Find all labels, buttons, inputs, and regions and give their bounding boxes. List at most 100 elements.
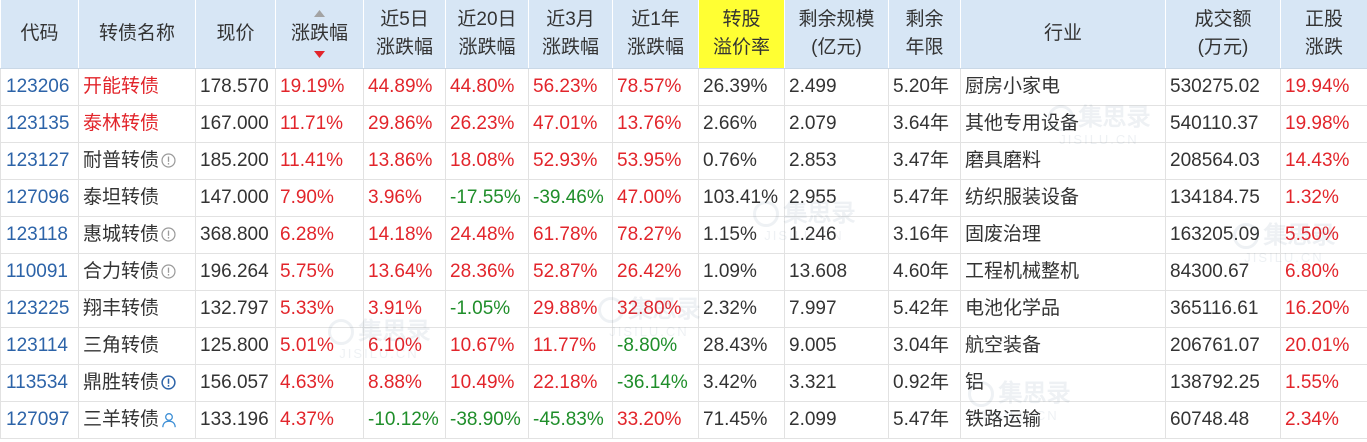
cell-chg-5d: 3.96% xyxy=(363,179,446,217)
header-remaining-years[interactable]: 剩余 年限 xyxy=(888,0,961,69)
bond-code-link[interactable]: 123127 xyxy=(6,150,70,171)
cell-chg-3m: 56.23% xyxy=(528,68,613,106)
cell-price: 125.800 xyxy=(195,327,276,365)
alert-icon[interactable] xyxy=(161,153,176,168)
header-chg-5d[interactable]: 近5日 涨跌幅 xyxy=(363,0,446,69)
cell-premium: 1.09% xyxy=(698,253,785,291)
bond-name-link[interactable]: 泰坦转债 xyxy=(83,187,160,208)
bond-name-link[interactable]: 翔丰转债 xyxy=(83,298,160,319)
alert-icon[interactable] xyxy=(161,264,176,279)
header-stock-chg[interactable]: 正股 涨跌 xyxy=(1280,0,1367,69)
table-row[interactable]: 123127 耐普转债 185.200 11.41% 13.86% 18.08% 52.93… xyxy=(0,142,1367,180)
bond-name-link[interactable]: 惠城转债 xyxy=(83,224,160,245)
header-turnover[interactable]: 成交额 (万元) xyxy=(1165,0,1281,69)
cell-chg-1y: -8.80% xyxy=(612,327,699,365)
cell-chg-5d: 13.64% xyxy=(363,253,446,291)
table-row[interactable]: 123118 惠城转债 368.800 6.28% 14.18% 24.48% 61.78%… xyxy=(0,216,1367,254)
cell-code: 123114 xyxy=(0,327,79,365)
header-chg-5d-line1: 近5日 xyxy=(380,9,429,30)
header-chg-5d-line2: 涨跌幅 xyxy=(375,37,433,58)
cell-chg-20d: 10.49% xyxy=(445,364,529,402)
cell-premium: 26.39% xyxy=(698,68,785,106)
bond-code-link[interactable]: 127097 xyxy=(6,409,70,430)
cell-remaining-size: 2.853 xyxy=(784,142,889,180)
header-chg-3m[interactable]: 近3月 涨跌幅 xyxy=(528,0,613,69)
header-remaining-size-line1: 剩余规模 xyxy=(798,9,875,30)
table-row[interactable]: 123114 三角转债 125.800 5.01% 6.10% 10.67% 11.77% -… xyxy=(0,327,1367,365)
cell-remaining-years: 5.42年 xyxy=(888,290,961,328)
header-price[interactable]: 现价 xyxy=(195,0,276,69)
table-body: 123206 开能转债 178.570 19.19% 44.89% 44.80% 56.23… xyxy=(0,68,1367,439)
cell-premium: 1.15% xyxy=(698,216,785,254)
bond-code-link[interactable]: 123206 xyxy=(6,76,70,97)
alert-blue-icon[interactable] xyxy=(161,375,176,390)
table-row[interactable]: 123135 泰林转债 167.000 11.71% 29.86% 26.23% 47.01… xyxy=(0,105,1367,143)
bond-code-link[interactable]: 110091 xyxy=(6,261,68,282)
cell-chg-3m: -45.83% xyxy=(528,401,613,439)
cell-chg-3m: -39.46% xyxy=(528,179,613,217)
bond-code-link[interactable]: 123114 xyxy=(6,335,68,356)
header-remaining-size[interactable]: 剩余规模 (亿元) xyxy=(784,0,889,69)
header-remaining-years-line2: 年限 xyxy=(905,37,944,58)
cell-remaining-years: 0.92年 xyxy=(888,364,961,402)
table-row[interactable]: 110091 合力转债 196.264 5.75% 13.64% 28.36% 52.87%… xyxy=(0,253,1367,291)
cell-chg-3m: 47.01% xyxy=(528,105,613,143)
cell-turnover: 206761.07 xyxy=(1165,327,1281,365)
header-code[interactable]: 代码 xyxy=(0,0,79,69)
cell-industry: 厨房小家电 xyxy=(960,68,1166,106)
cell-chg: 5.01% xyxy=(275,327,364,365)
bond-name-link[interactable]: 耐普转债 xyxy=(83,150,160,171)
alert-icon[interactable] xyxy=(161,227,176,242)
header-name[interactable]: 转债名称 xyxy=(78,0,196,69)
bond-name-link[interactable]: 三羊转债 xyxy=(83,409,160,430)
header-industry[interactable]: 行业 xyxy=(960,0,1166,69)
cell-chg: 5.75% xyxy=(275,253,364,291)
cell-code: 123225 xyxy=(0,290,79,328)
cell-turnover: 530275.02 xyxy=(1165,68,1281,106)
bond-name-link[interactable]: 鼎胜转债 xyxy=(83,372,160,393)
sort-control[interactable]: 涨跌幅 xyxy=(277,10,363,58)
cell-chg: 5.33% xyxy=(275,290,364,328)
table-row[interactable]: 123225 翔丰转债 132.797 5.33% 3.91% -1.05% 29.88% 3… xyxy=(0,290,1367,328)
header-chg-1y[interactable]: 近1年 涨跌幅 xyxy=(612,0,699,69)
cell-turnover: 84300.67 xyxy=(1165,253,1281,291)
cell-premium: 28.43% xyxy=(698,327,785,365)
sort-down-icon[interactable] xyxy=(314,51,325,58)
table-row[interactable]: 123206 开能转债 178.570 19.19% 44.89% 44.80% 56.23… xyxy=(0,68,1367,106)
bond-code-link[interactable]: 123225 xyxy=(6,298,70,319)
bond-code-link[interactable]: 123135 xyxy=(6,113,70,134)
cell-remaining-size: 2.499 xyxy=(784,68,889,106)
cell-code: 127096 xyxy=(0,179,79,217)
cell-code: 123135 xyxy=(0,105,79,143)
sort-up-icon[interactable] xyxy=(314,10,325,17)
cell-remaining-size: 3.321 xyxy=(784,364,889,402)
header-chg-20d[interactable]: 近20日 涨跌幅 xyxy=(445,0,529,69)
cell-turnover: 134184.75 xyxy=(1165,179,1281,217)
user-icon[interactable] xyxy=(161,412,176,428)
cell-remaining-years: 5.47年 xyxy=(888,401,961,439)
bond-code-link[interactable]: 123118 xyxy=(6,224,68,245)
cell-chg-5d: 14.18% xyxy=(363,216,446,254)
bond-name-link[interactable]: 合力转债 xyxy=(83,261,160,282)
cell-industry: 电池化学品 xyxy=(960,290,1166,328)
cell-code: 123118 xyxy=(0,216,79,254)
bond-name-link[interactable]: 泰林转债 xyxy=(83,113,160,134)
bond-code-link[interactable]: 127096 xyxy=(6,187,70,208)
header-chg-3m-line2: 涨跌幅 xyxy=(541,37,599,58)
table-row[interactable]: 113534 鼎胜转债 156.057 4.63% 8.88% 10.49% 22.18% -… xyxy=(0,364,1367,402)
bond-name-link[interactable]: 开能转债 xyxy=(83,76,160,97)
header-premium[interactable]: 转股 溢价率 xyxy=(698,0,785,69)
cell-chg-5d: 44.89% xyxy=(363,68,446,106)
cell-name: 翔丰转债 xyxy=(78,290,196,328)
table-row[interactable]: 127096 泰坦转债 147.000 7.90% 3.96% -17.55% -39.46… xyxy=(0,179,1367,217)
header-chg[interactable]: 涨跌幅 xyxy=(275,0,364,69)
bond-name-link[interactable]: 三角转债 xyxy=(83,335,160,356)
bond-code-link[interactable]: 113534 xyxy=(6,372,68,393)
cell-remaining-years: 3.64年 xyxy=(888,105,961,143)
cell-code: 123206 xyxy=(0,68,79,106)
cell-industry: 铝 xyxy=(960,364,1166,402)
cell-remaining-size: 2.079 xyxy=(784,105,889,143)
table-row[interactable]: 127097 三羊转债 133.196 4.37% -10.12% -38.90% -45.… xyxy=(0,401,1367,439)
cell-stock-chg: 19.94% xyxy=(1280,68,1367,106)
